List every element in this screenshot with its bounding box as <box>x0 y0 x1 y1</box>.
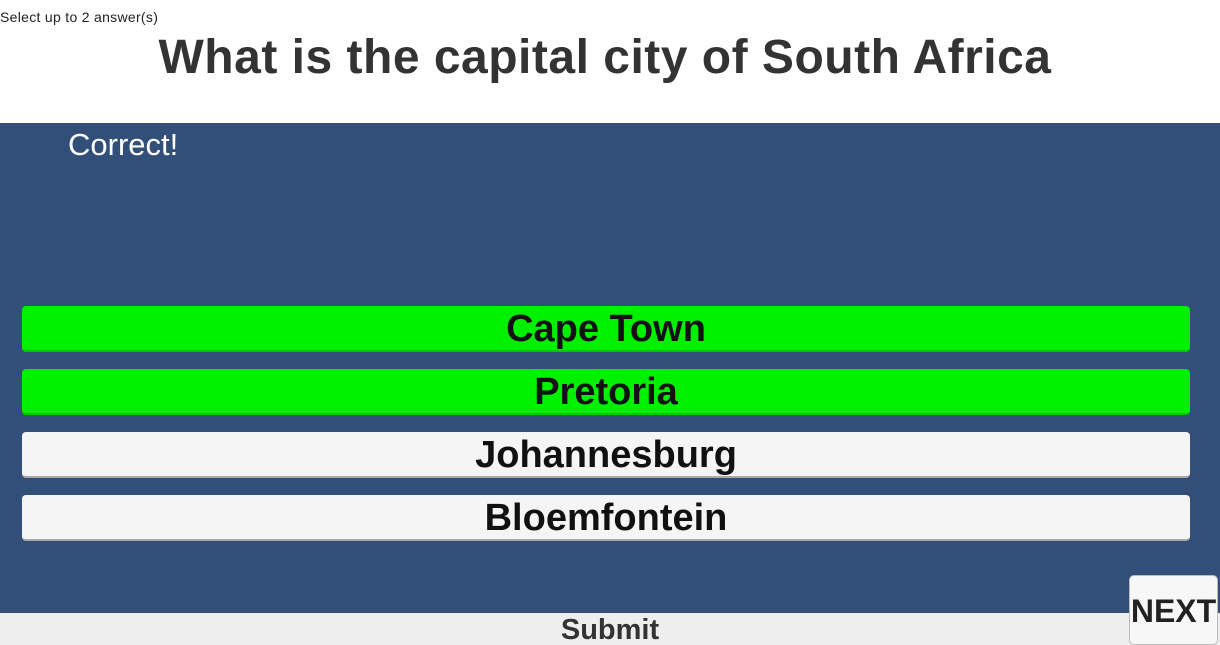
next-button[interactable]: NEXT <box>1129 575 1218 645</box>
submit-button[interactable]: Submit <box>0 613 1220 645</box>
feedback-text: Correct! <box>68 127 179 162</box>
question-title: What is the capital city of South Africa <box>158 31 1052 84</box>
answer-panel: Correct! Cape Town Pretoria Johannesburg… <box>0 123 1220 613</box>
answer-option-bloemfontein[interactable]: Bloemfontein <box>22 495 1190 541</box>
answer-option-johannesburg[interactable]: Johannesburg <box>22 432 1190 478</box>
answer-option-cape-town[interactable]: Cape Town <box>22 306 1190 352</box>
selection-instruction: Select up to 2 answer(s) <box>0 9 159 25</box>
answer-option-pretoria[interactable]: Pretoria <box>22 369 1190 415</box>
